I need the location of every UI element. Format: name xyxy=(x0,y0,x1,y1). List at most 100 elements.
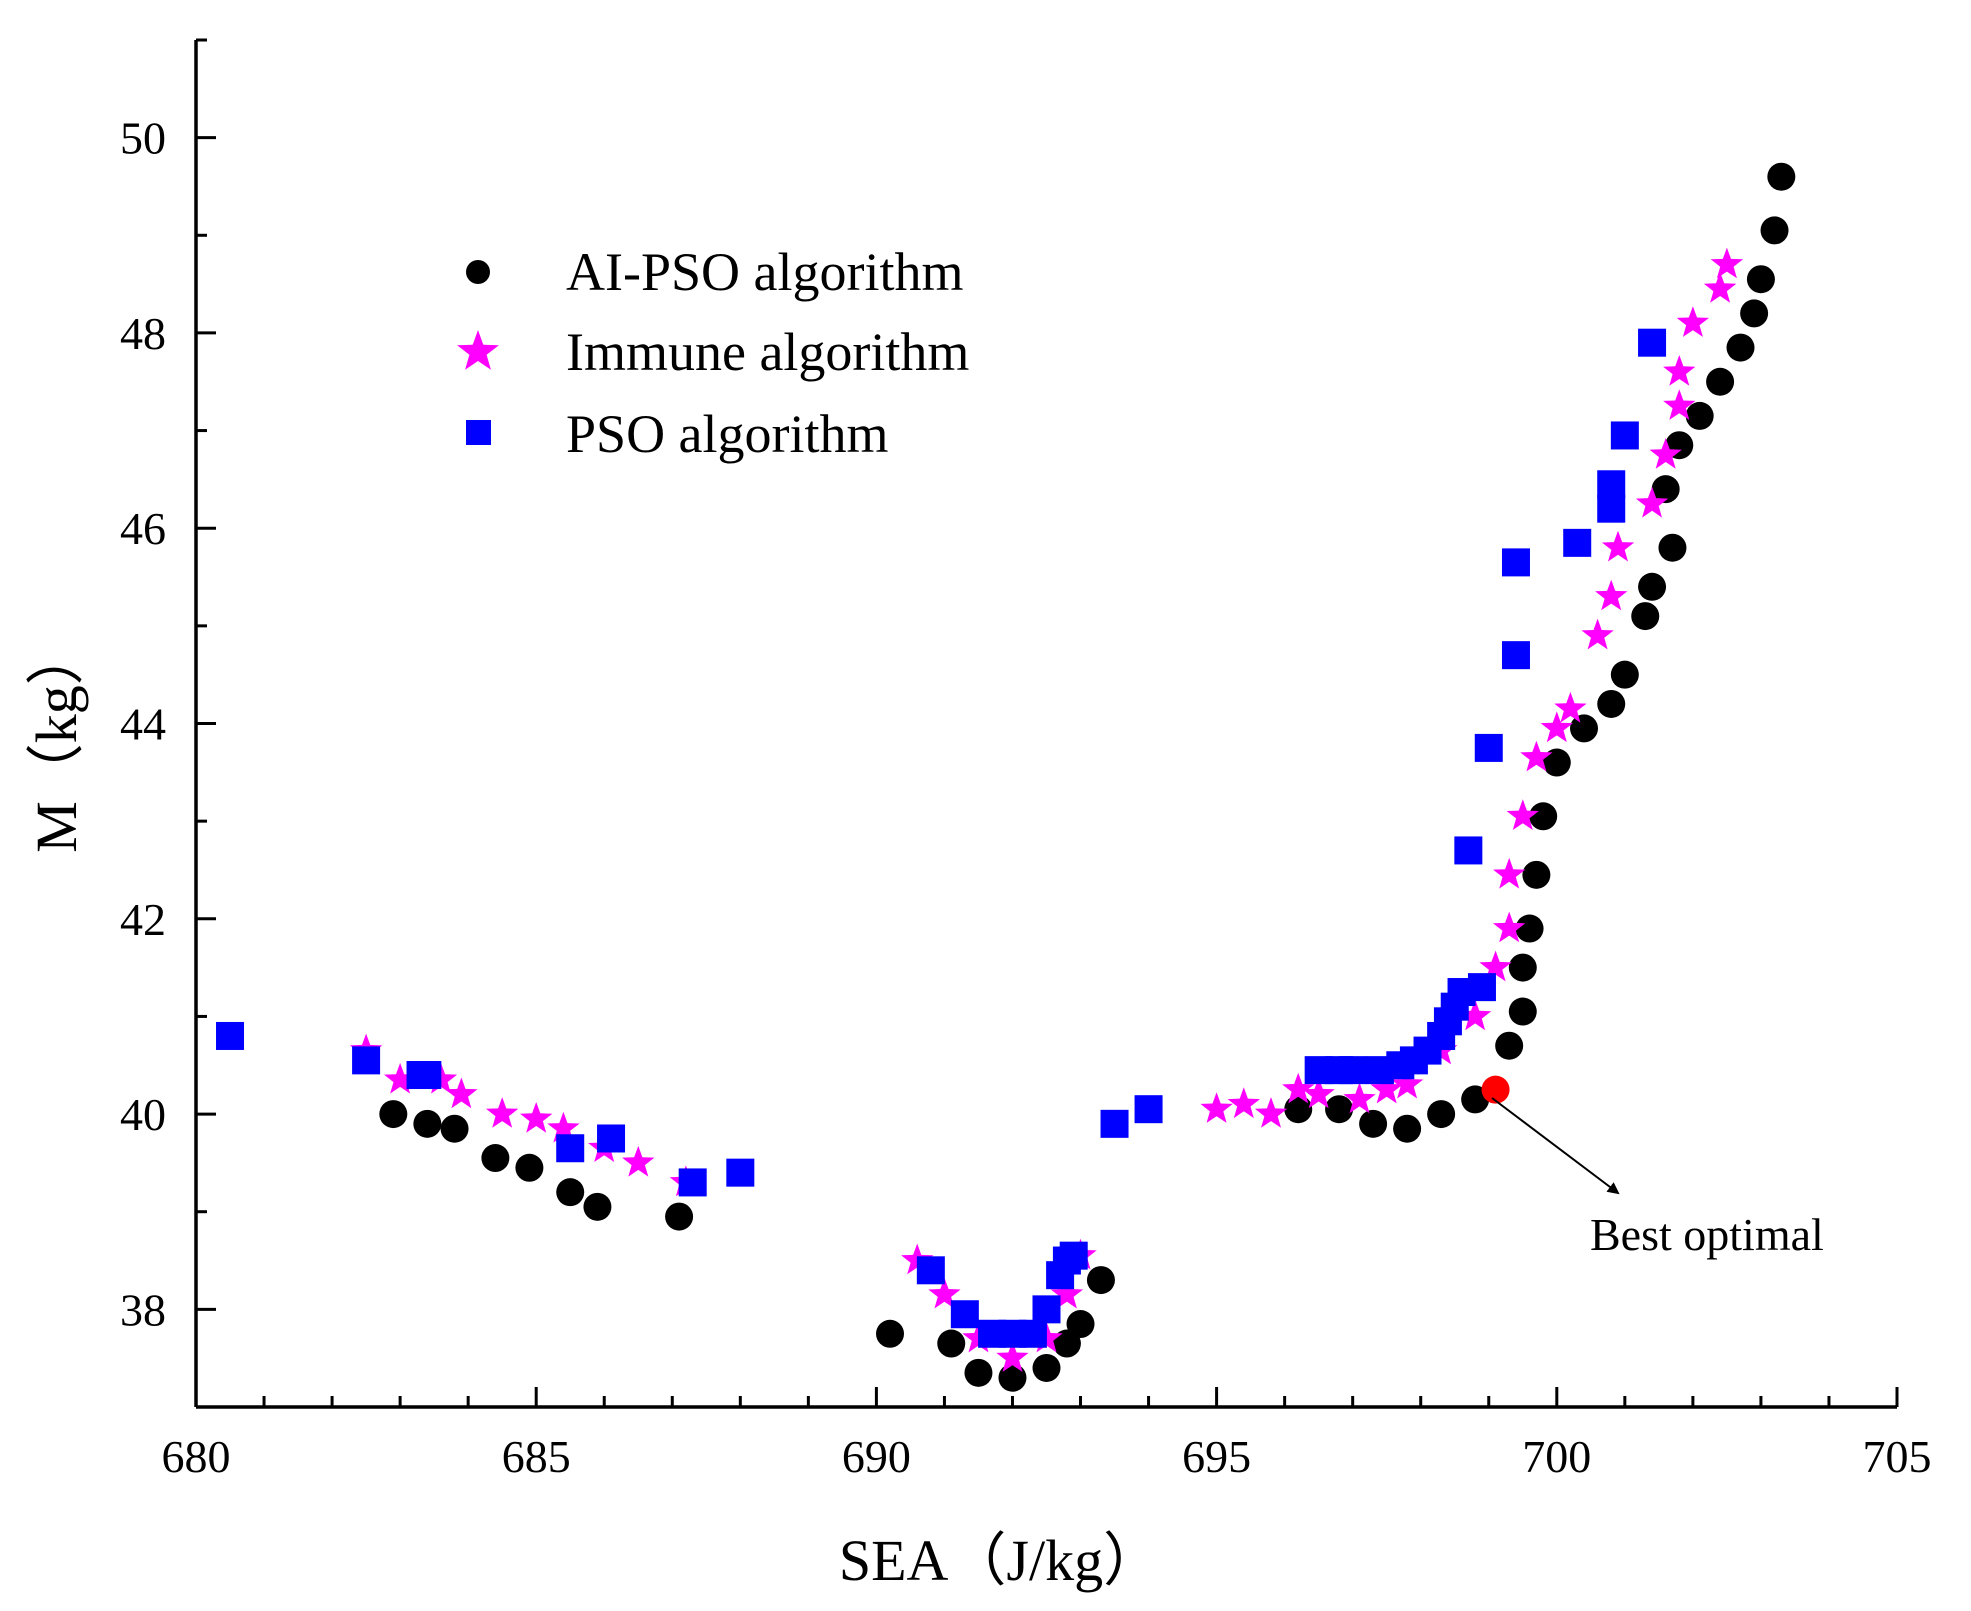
data-point-star xyxy=(1200,1092,1233,1123)
data-point-circle xyxy=(1393,1114,1422,1143)
data-point-circle xyxy=(1086,1266,1115,1295)
data-point-square xyxy=(413,1061,442,1090)
data-point-star xyxy=(928,1277,961,1309)
data-point-star xyxy=(1581,618,1614,650)
data-point-square xyxy=(1467,973,1496,1002)
data-point-star xyxy=(384,1062,417,1094)
data-point-circle xyxy=(1631,602,1660,631)
data-point-star xyxy=(622,1145,655,1177)
data-point-star xyxy=(445,1077,478,1109)
data-point-square xyxy=(678,1168,707,1197)
legend-label-ai-pso: AI-PSO algorithm xyxy=(566,242,964,302)
data-point-star xyxy=(1635,486,1669,518)
data-point-circle xyxy=(413,1109,442,1138)
ticks: 680 685 690 695 700 705 38 40 42 44 46 48 50 xyxy=(120,38,1932,1482)
x-tick-label: 705 xyxy=(1863,1431,1932,1482)
annotation-arrow xyxy=(1491,1097,1620,1195)
x-tick-label: 695 xyxy=(1182,1431,1251,1482)
data-point-circle xyxy=(1746,265,1775,294)
data-point-circle xyxy=(1726,333,1755,362)
data-point-circle xyxy=(1658,533,1687,562)
data-point-circle xyxy=(515,1153,544,1182)
data-point-circle xyxy=(1610,660,1639,689)
y-tick-label: 42 xyxy=(120,894,166,945)
data-point-square xyxy=(597,1124,626,1153)
data-point-circle xyxy=(1522,860,1551,889)
data-point-star xyxy=(996,1341,1029,1372)
data-point-square xyxy=(1474,733,1503,762)
data-point-square xyxy=(1610,421,1639,450)
y-tick-label: 44 xyxy=(120,699,166,750)
data-point-star xyxy=(1282,1072,1315,1104)
data-point-circle xyxy=(1638,572,1667,601)
best-optimal-point xyxy=(1481,1075,1510,1104)
data-point-star xyxy=(1493,911,1526,943)
data-point-star xyxy=(1506,799,1539,830)
legend-marker-pso xyxy=(466,420,491,445)
data-point-square xyxy=(556,1134,585,1163)
series-circle xyxy=(379,162,1796,1392)
data-point-star xyxy=(486,1097,519,1128)
best-optimal-annotation: Best optimal xyxy=(1491,1097,1824,1260)
data-point-square xyxy=(1018,1319,1047,1348)
data-point-circle xyxy=(1427,1100,1456,1129)
x-tick-label: 690 xyxy=(842,1431,911,1482)
data-point-circle xyxy=(556,1178,585,1207)
data-point-circle xyxy=(1515,914,1544,943)
data-point-star xyxy=(520,1102,553,1133)
data-point-circle xyxy=(1740,299,1769,328)
data-point-square xyxy=(1134,1095,1163,1124)
y-axis-title: M（kg） xyxy=(24,627,89,853)
data-point-star xyxy=(1254,1097,1288,1128)
legend-marker-ai-pso xyxy=(466,260,490,284)
data-point-circle xyxy=(440,1114,469,1143)
data-point-circle xyxy=(1066,1310,1095,1339)
x-tick-label: 700 xyxy=(1522,1431,1591,1482)
data-point-circle xyxy=(1597,689,1626,718)
data-point-circle xyxy=(1052,1329,1081,1358)
data-point-circle xyxy=(1767,162,1796,191)
data-point-star xyxy=(1227,1087,1260,1119)
data-point-square xyxy=(1597,494,1626,523)
axes xyxy=(194,40,1897,1409)
data-point-star xyxy=(1663,389,1696,420)
data-point-star xyxy=(1370,1072,1403,1104)
data-point-star xyxy=(1663,355,1696,386)
data-point-star xyxy=(1540,711,1573,743)
data-point-square xyxy=(726,1158,755,1187)
data-point-circle xyxy=(1508,953,1537,982)
data-point-star xyxy=(1595,579,1628,611)
data-point-circle xyxy=(937,1329,966,1358)
data-point-star xyxy=(1520,740,1553,772)
y-tick-label: 40 xyxy=(120,1089,166,1140)
series-square xyxy=(216,328,1667,1348)
data-point-square xyxy=(1501,641,1530,670)
data-point-circle xyxy=(1570,714,1599,743)
data-point-star xyxy=(1703,272,1737,303)
data-point-circle xyxy=(1651,475,1680,504)
data-point-star xyxy=(547,1111,580,1143)
data-point-star xyxy=(1676,306,1709,337)
data-point-square xyxy=(950,1300,979,1329)
y-tick-label: 46 xyxy=(120,503,166,554)
data-point-square xyxy=(1501,548,1530,577)
data-point-star xyxy=(1554,691,1587,723)
data-points xyxy=(216,162,1796,1392)
legend: AI-PSO algorithm Immune algorithm PSO al… xyxy=(457,242,969,464)
data-point-circle xyxy=(379,1100,408,1129)
data-point-circle xyxy=(1529,802,1558,831)
data-point-square xyxy=(1454,836,1483,865)
data-point-star xyxy=(1710,247,1744,279)
data-point-star xyxy=(1459,999,1492,1031)
annotation-label: Best optimal xyxy=(1590,1209,1824,1260)
data-point-star xyxy=(1050,1277,1084,1309)
data-point-circle xyxy=(1508,997,1537,1026)
legend-label-immune: Immune algorithm xyxy=(566,322,969,382)
data-point-square xyxy=(1059,1241,1088,1270)
data-point-square xyxy=(1338,1056,1367,1085)
y-tick-label: 48 xyxy=(120,308,166,359)
data-point-circle xyxy=(876,1319,905,1348)
data-point-star xyxy=(1601,530,1635,562)
